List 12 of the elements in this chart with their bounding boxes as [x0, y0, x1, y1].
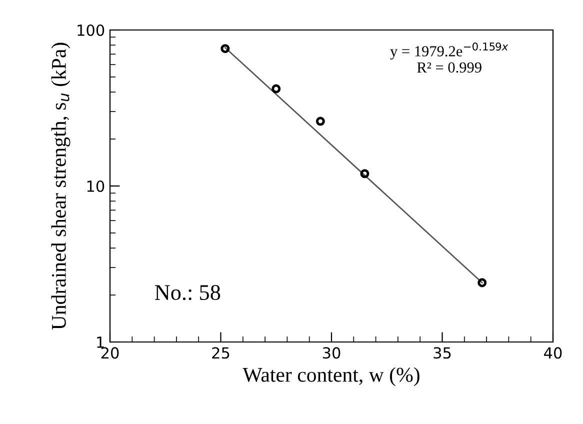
- x-tick-label: 25: [212, 347, 230, 359]
- x-tick-label: 40: [544, 347, 562, 359]
- annotation: y = 1979.2e$^{−0.159x}$ R² = 0.999: [390, 42, 508, 73]
- y-axis-title: Undrained shear strength, s$_{u}$ (kPa): [51, 42, 70, 330]
- x-axis-title: Water content, w (%): [242, 367, 420, 386]
- x-tick-label: 20: [101, 347, 119, 359]
- annotation: No.: 58: [154, 285, 220, 300]
- y-tick-label: 100: [78, 24, 104, 36]
- x-tick-label: 35: [434, 347, 451, 359]
- y-tick-label: 1: [97, 336, 104, 348]
- y-tick-label: 10: [87, 180, 104, 192]
- x-tick-label: 30: [322, 347, 340, 359]
